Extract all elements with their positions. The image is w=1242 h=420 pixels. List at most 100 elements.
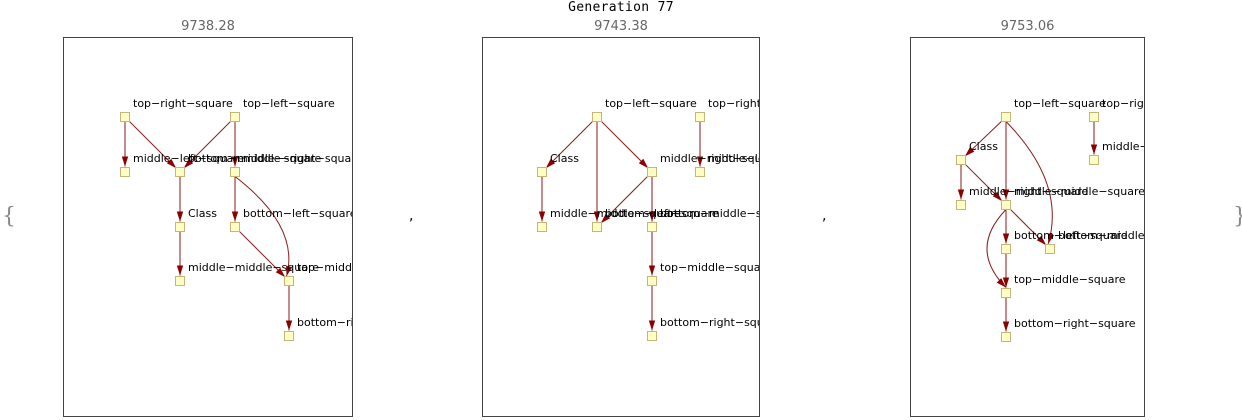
edge-top-right-square-to-bottom-middle-square bbox=[127, 119, 177, 169]
arrowhead bbox=[166, 158, 177, 169]
node-middle-left-square: middle−left−square bbox=[695, 152, 760, 177]
edge-top-right-square-to-middle-left-square bbox=[1090, 121, 1098, 155]
arrowhead bbox=[957, 189, 965, 200]
arrowhead bbox=[176, 265, 184, 276]
arrowhead bbox=[183, 158, 194, 169]
edge-bottom-left-square-to-top-middle-square bbox=[237, 229, 286, 278]
node-label: middle−right−square bbox=[243, 152, 353, 165]
node-label: bottom−middle−square bbox=[1058, 229, 1145, 242]
node-marker bbox=[230, 222, 240, 232]
node-marker bbox=[284, 331, 294, 341]
node-marker bbox=[1089, 112, 1099, 122]
arrowhead bbox=[1090, 144, 1098, 155]
arrowhead bbox=[996, 278, 1006, 288]
node-label: top−right−square bbox=[708, 97, 760, 110]
node-marker bbox=[1001, 244, 1011, 254]
edge-top-right-square-to-middle-left-square bbox=[121, 121, 129, 167]
node-bottom-middle-square: bottom−middle−square bbox=[1045, 229, 1145, 254]
node-marker bbox=[1001, 200, 1011, 210]
edge-top-middle-square-to-bottom-right-square bbox=[1002, 297, 1010, 332]
node-label: bottom−right−square bbox=[660, 316, 760, 329]
arrowhead bbox=[648, 211, 656, 222]
arrowhead bbox=[538, 211, 546, 222]
edge-class-to-middle-middle-square bbox=[176, 231, 184, 276]
node-top-right-square: top−right−square bbox=[120, 97, 233, 122]
node-top-left-square: top−left−square bbox=[592, 97, 697, 122]
edge-class-to-middle-right-square bbox=[957, 164, 965, 200]
node-class: Class bbox=[537, 152, 579, 177]
arrowhead bbox=[286, 265, 293, 277]
node-label: top−middle−square bbox=[297, 261, 353, 274]
node-marker bbox=[175, 167, 185, 177]
edge-bottom-middle-square-to-top-middle-square bbox=[648, 231, 656, 276]
arrowhead bbox=[593, 211, 601, 222]
node-label: Class bbox=[550, 152, 579, 165]
edge-top-left-square-to-middle-right-square bbox=[231, 121, 239, 167]
arrowhead bbox=[964, 146, 975, 157]
arrowhead bbox=[992, 191, 1003, 202]
node-marker bbox=[284, 276, 294, 286]
node-top-middle-square: top−middle−square bbox=[647, 261, 759, 286]
list-close-brace: } bbox=[1233, 204, 1242, 229]
graph-panel: top−left−square top−right−square Class midd… bbox=[482, 37, 760, 417]
node-marker bbox=[1089, 155, 1099, 165]
node-label: middle−middle−square bbox=[188, 261, 319, 274]
node-top-middle-square: top−middle−square bbox=[284, 261, 353, 286]
arrowhead bbox=[648, 265, 656, 276]
edge-top-left-square-to-bottom-middle-square bbox=[1005, 121, 1055, 244]
node-top-right-square: top−right−square bbox=[1089, 97, 1144, 122]
graph-panel: top−left−squaretop−right−squareClassmidd… bbox=[910, 37, 1145, 417]
node-marker bbox=[230, 112, 240, 122]
node-label: middle−middle−square bbox=[550, 207, 681, 220]
edge-top-left-square-to-middle-middle-square bbox=[1002, 121, 1010, 200]
arrowhead bbox=[121, 156, 129, 167]
node-marker bbox=[956, 200, 966, 210]
node-label: top−left−square bbox=[605, 97, 697, 110]
node-label: middle−middle−square bbox=[1014, 185, 1145, 198]
node-bottom-right-square: bottom−right−square bbox=[1001, 317, 1136, 342]
node-marker bbox=[695, 112, 705, 122]
arrowhead bbox=[1002, 233, 1010, 244]
edge-middle-middle-square-to-bottom-left-square bbox=[1002, 209, 1010, 244]
node-middle-right-square: middle−right−square bbox=[956, 185, 1089, 210]
node-label: Class bbox=[188, 207, 217, 220]
arrowhead bbox=[1036, 235, 1047, 246]
node-label: bottom−left−square bbox=[605, 207, 719, 220]
node-marker bbox=[1001, 288, 1011, 298]
node-marker bbox=[175, 222, 185, 232]
node-middle-middle-square: middle−middle−square bbox=[537, 207, 681, 232]
edge-middle-middle-square-to-top-middle-square bbox=[986, 209, 1007, 288]
node-marker bbox=[956, 155, 966, 165]
arrowhead bbox=[1002, 189, 1010, 200]
generation-title: Generation 77 bbox=[568, 0, 674, 15]
node-marker bbox=[647, 331, 657, 341]
edge-middle-middle-square-to-bottom-middle-square bbox=[1008, 207, 1047, 246]
node-middle-middle-square: middle−middle−square bbox=[175, 261, 319, 286]
edge-top-left-square-to-middle-right-square bbox=[599, 119, 649, 169]
graph-panel: top−right−square top−left−square middle−le… bbox=[63, 37, 353, 417]
node-marker bbox=[537, 167, 547, 177]
arrowhead bbox=[275, 267, 286, 278]
arrowhead bbox=[638, 158, 649, 169]
node-label: middle−right−square bbox=[969, 185, 1089, 198]
node-label: Class bbox=[969, 140, 998, 153]
node-label: middle−left−square bbox=[708, 152, 760, 165]
node-top-left-square: top−left−square bbox=[230, 97, 335, 122]
node-bottom-left-square: bottom−left−square bbox=[592, 207, 719, 232]
edge-top-right-square-to-middle-left-square bbox=[696, 121, 704, 167]
graph-score: 9738.28 bbox=[181, 19, 235, 34]
node-marker bbox=[647, 167, 657, 177]
edge-class-to-middle-middle-square bbox=[963, 162, 1003, 202]
arrowhead bbox=[696, 156, 704, 167]
node-label: bottom−right−square bbox=[1014, 317, 1136, 330]
node-marker bbox=[537, 222, 547, 232]
arrowhead bbox=[231, 211, 239, 222]
node-top-right-square: top−right−square bbox=[695, 97, 760, 122]
node-middle-left-square: middle−left−square bbox=[1089, 140, 1144, 165]
arrowhead bbox=[600, 213, 611, 224]
edge-top-middle-square-to-bottom-right-square bbox=[648, 285, 656, 331]
node-marker bbox=[1045, 244, 1055, 254]
node-class: Class bbox=[956, 140, 998, 165]
edge-middle-right-square-to-bottom-left-square bbox=[231, 176, 239, 222]
